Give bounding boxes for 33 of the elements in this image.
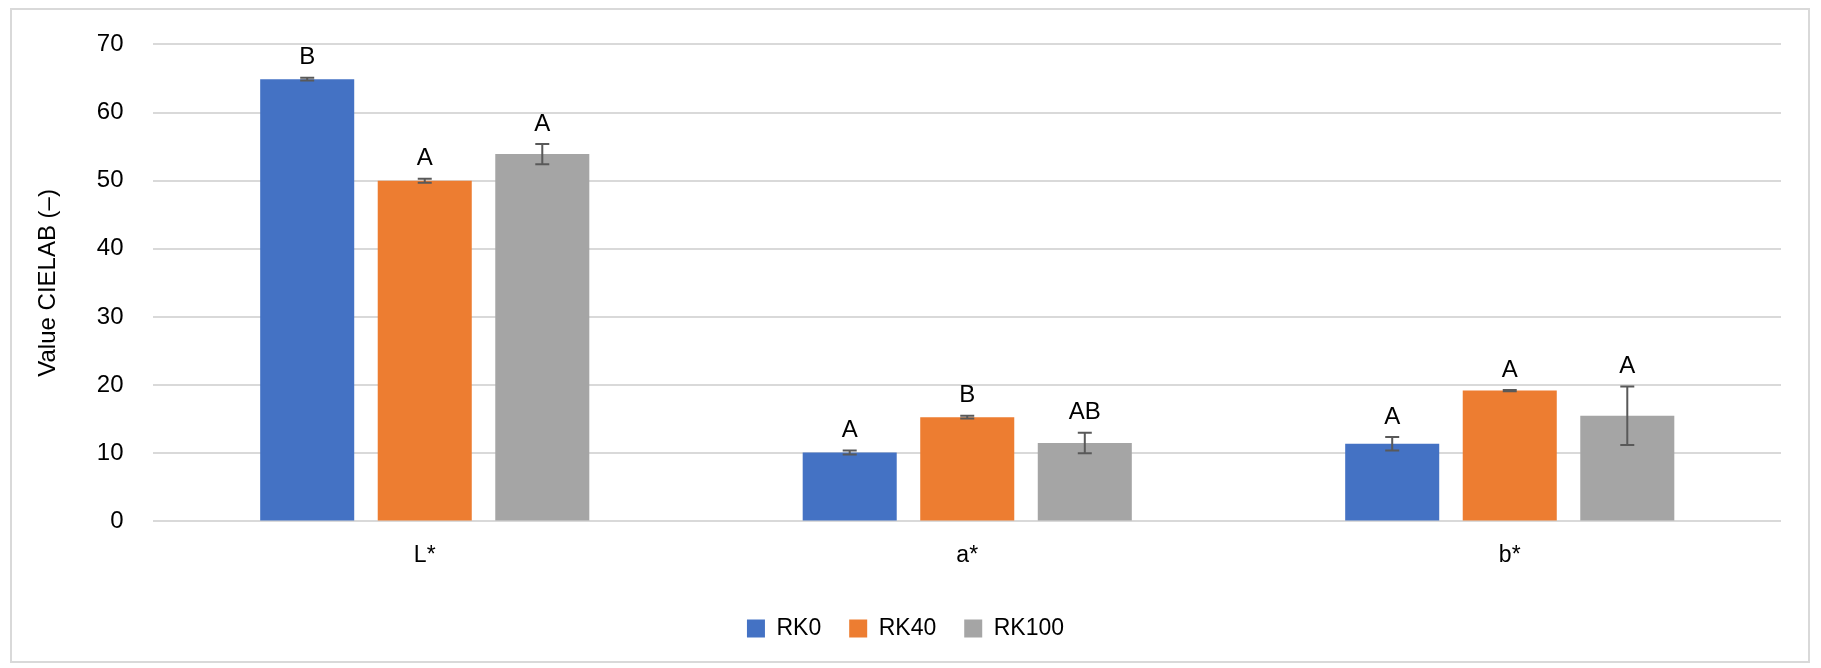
legend-label: RK0 [776, 613, 822, 640]
y-tick-label: 20 [96, 369, 124, 397]
bar [260, 79, 355, 521]
y-tick-label: 10 [96, 437, 124, 465]
bar [1345, 443, 1440, 521]
data-label: B [959, 380, 976, 408]
data-label: AB [1068, 397, 1101, 425]
legend-label: RK100 [993, 613, 1065, 640]
bar [1580, 415, 1675, 521]
data-label: A [1501, 354, 1518, 382]
y-tick-label: 0 [110, 506, 124, 534]
bar [1037, 443, 1132, 521]
y-tick-label: 40 [96, 233, 124, 261]
data-label: A [1384, 401, 1401, 429]
data-label: A [841, 415, 858, 443]
bar [920, 417, 1015, 521]
x-tick-label: L* [413, 540, 436, 567]
y-tick-label: 50 [96, 165, 124, 193]
bar [1462, 390, 1557, 521]
y-tick-label: 70 [96, 29, 124, 57]
data-label: A [416, 143, 433, 171]
x-tick-label: a* [956, 540, 979, 567]
data-label: A [1619, 351, 1636, 379]
bar [377, 180, 472, 521]
bar [802, 452, 897, 521]
y-axis-title: Value CIELAB (–) [33, 189, 61, 377]
data-label: A [534, 108, 551, 136]
y-tick-label: 60 [96, 97, 124, 125]
y-tick-label: 30 [96, 301, 124, 329]
data-label: B [299, 42, 316, 70]
x-tick-label: b* [1498, 540, 1521, 567]
legend-label: RK40 [878, 613, 937, 640]
bar [495, 154, 590, 521]
